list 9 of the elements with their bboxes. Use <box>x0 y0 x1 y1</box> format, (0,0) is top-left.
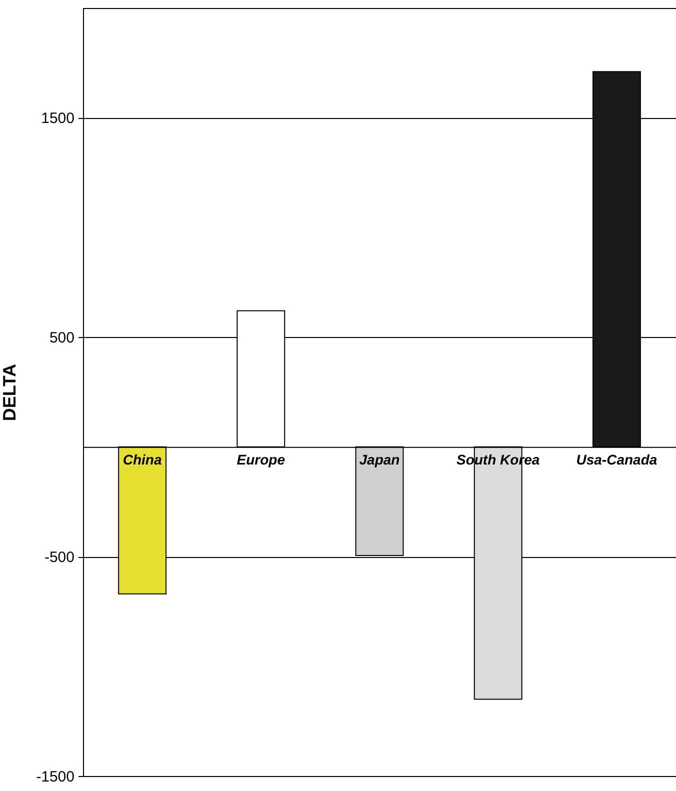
y-axis-title: DELTA <box>0 364 20 422</box>
y-tick-label: 500 <box>49 330 74 347</box>
x-tick-label: Japan <box>359 451 400 468</box>
y-tick-label: -1500 <box>36 768 74 786</box>
y-tick-label: 1500 <box>41 110 74 128</box>
x-tick-label: Europe <box>236 451 286 468</box>
y-tick-label: -500 <box>44 549 74 566</box>
x-tick-label: China <box>122 451 162 468</box>
x-tick-label: Usa-Canada <box>576 451 658 468</box>
